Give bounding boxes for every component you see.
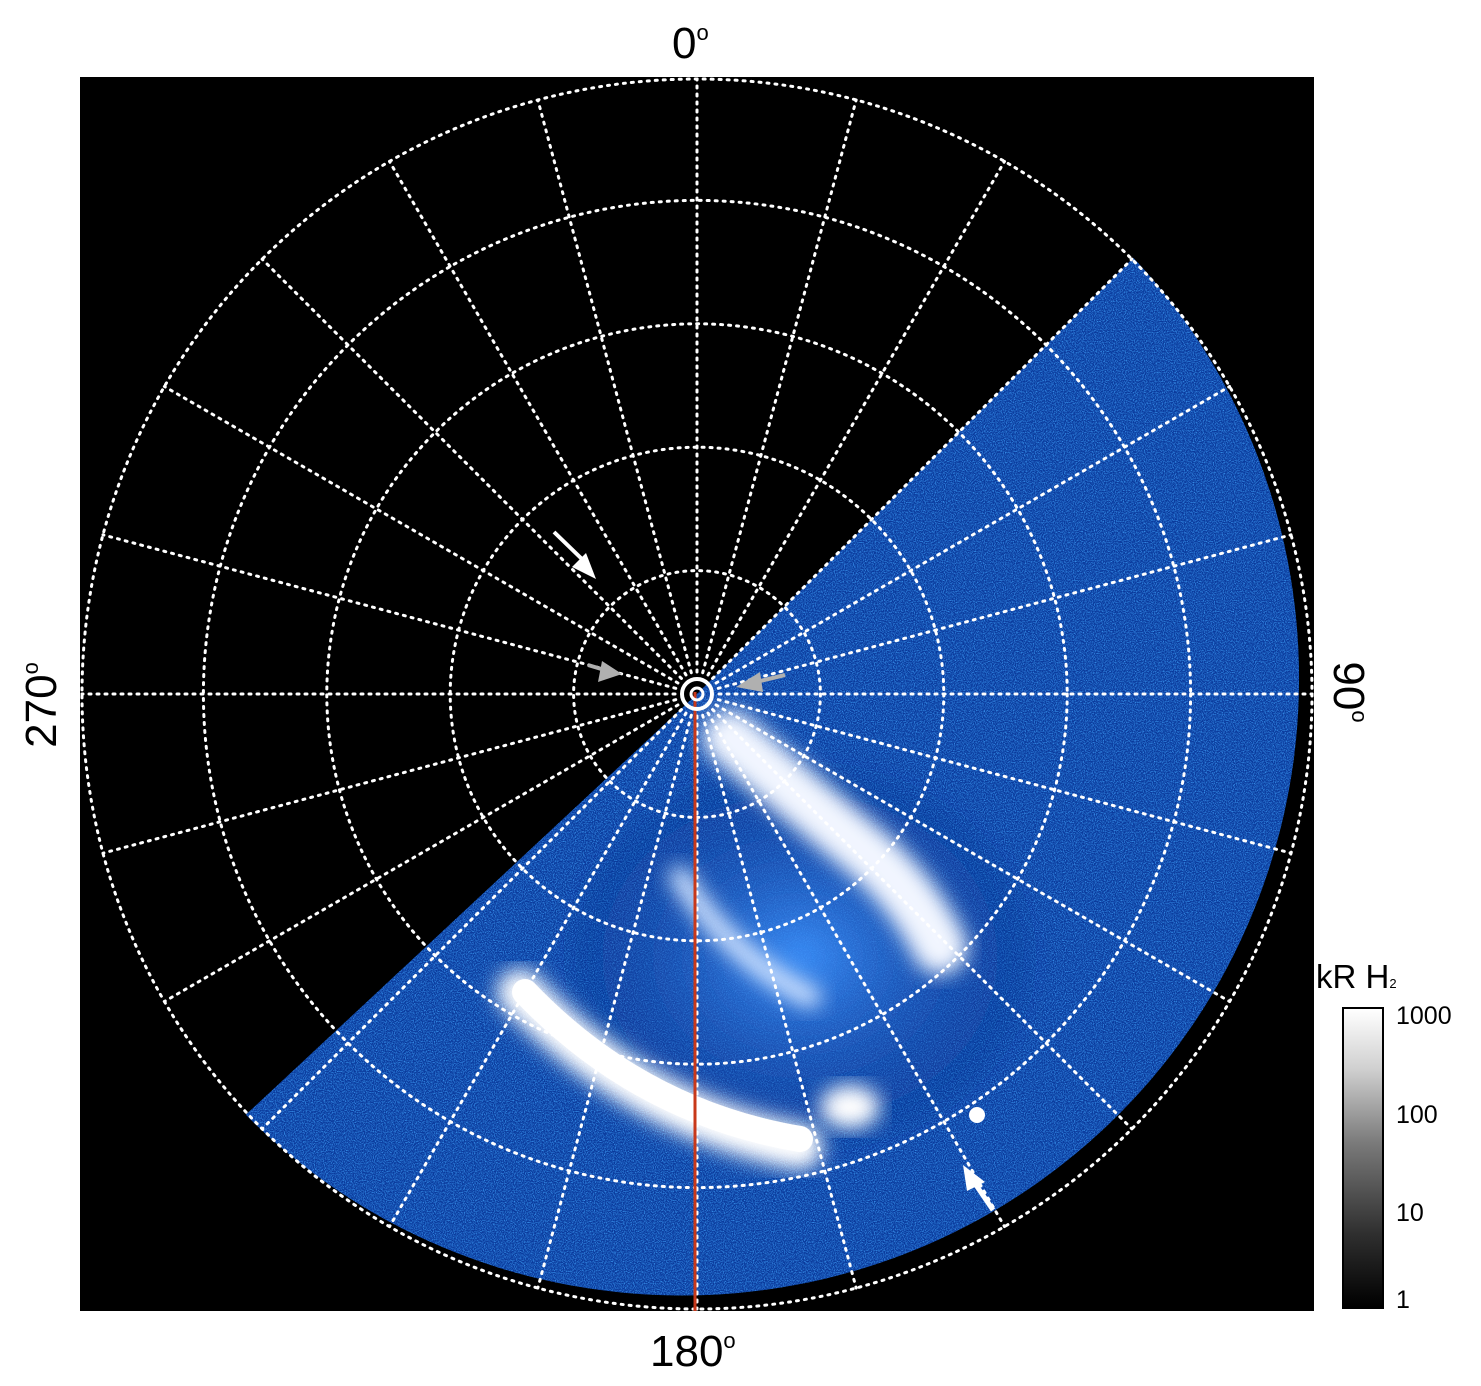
arrow-grey-left: [587, 661, 622, 682]
longitude-spoke: [101, 533, 678, 690]
pole-marker-outer: [680, 677, 714, 711]
longitude-spoke: [701, 98, 858, 675]
longitude-spoke: [101, 698, 678, 855]
longitude-spoke: [714, 385, 1232, 685]
longitude-spoke: [716, 533, 1293, 690]
colorbar-title: kR H2: [1316, 958, 1397, 995]
colorbar: [1342, 1007, 1384, 1309]
arrow-white-upper: [552, 530, 596, 579]
longitude-spoke: [536, 98, 693, 675]
longitude-spoke: [162, 703, 680, 1003]
longitude-label-left: 270o: [17, 662, 66, 748]
latitude-ring: [572, 569, 822, 819]
satellite-footprint-spot: [969, 1107, 985, 1123]
longitude-spoke: [536, 713, 693, 1290]
polar-plot: [80, 77, 1314, 1311]
pole-marker-inner: [689, 686, 705, 702]
aurora-emission: [245, 257, 1300, 1296]
longitude-label-top: 0o: [672, 19, 709, 68]
polar-projection-image: [80, 77, 1314, 1311]
colorbar-tick-label: 1: [1396, 1286, 1410, 1314]
latitude-ring: [325, 322, 1069, 1066]
inner-emission-arc: [702, 709, 968, 975]
colorbar-tick-label: 1000: [1396, 1002, 1452, 1030]
longitude-spoke: [388, 159, 688, 677]
arrow-grey-right: [736, 672, 786, 692]
main-auroral-oval-core: [512, 979, 813, 1152]
longitude-spoke: [701, 713, 858, 1290]
longitude-spoke: [714, 703, 1232, 1003]
longitude-spoke: [162, 385, 680, 685]
longitude-label-right: 90o: [1324, 661, 1373, 723]
latlon-grid: [80, 77, 1314, 1311]
longitude-spoke: [388, 711, 688, 1229]
colorbar-tick-label: 100: [1396, 1101, 1438, 1129]
longitude-label-bottom: 180o: [650, 1327, 736, 1376]
arrow-white-lower: [963, 1165, 996, 1212]
colorbar-tick-label: 10: [1396, 1199, 1424, 1227]
longitude-spoke: [711, 257, 1134, 680]
inner-emission-filament: [669, 866, 821, 1008]
bright-spot: [820, 1085, 880, 1129]
longitude-spoke: [711, 708, 1134, 1131]
longitude-spoke: [260, 257, 683, 680]
longitude-spoke: [716, 698, 1293, 855]
longitude-spoke: [260, 708, 683, 1131]
longitude-spoke: [706, 711, 1006, 1229]
longitude-spoke: [706, 159, 1006, 677]
